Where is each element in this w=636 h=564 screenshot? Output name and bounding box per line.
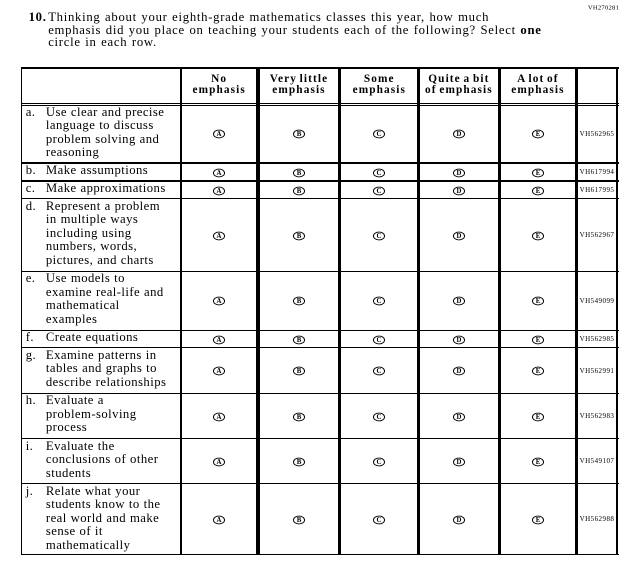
svg-text:B: B [297, 188, 302, 195]
svg-text:E: E [536, 233, 541, 240]
svg-text:B: B [297, 414, 302, 421]
svg-text:A: A [217, 414, 222, 421]
svg-text:A: A [217, 233, 222, 240]
svg-text:C: C [377, 337, 382, 344]
svg-text:C: C [377, 517, 382, 524]
svg-text:B: B [297, 368, 302, 375]
svg-text:B: B [297, 337, 302, 344]
svg-text:B: B [297, 517, 302, 524]
svg-text:D: D [456, 170, 461, 177]
svg-text:B: B [297, 170, 302, 177]
svg-text:B: B [297, 233, 302, 240]
svg-text:B: B [297, 459, 302, 466]
svg-text:A: A [217, 459, 222, 466]
svg-text:E: E [536, 170, 541, 177]
svg-text:A: A [217, 299, 222, 306]
svg-text:E: E [536, 131, 541, 138]
svg-text:E: E [536, 188, 541, 195]
svg-text:D: D [456, 188, 461, 195]
svg-text:D: D [456, 414, 461, 421]
svg-text:C: C [377, 299, 382, 306]
svg-text:A: A [217, 188, 222, 195]
svg-text:E: E [536, 337, 541, 344]
svg-text:E: E [536, 517, 541, 524]
svg-text:A: A [217, 170, 222, 177]
svg-text:C: C [377, 368, 382, 375]
svg-text:D: D [456, 459, 461, 466]
svg-text:E: E [536, 414, 541, 421]
svg-text:C: C [377, 170, 382, 177]
svg-text:A: A [217, 517, 222, 524]
svg-text:A: A [217, 131, 222, 138]
svg-text:D: D [456, 368, 461, 375]
svg-text:B: B [297, 299, 302, 306]
svg-text:C: C [377, 131, 382, 138]
svg-text:E: E [536, 299, 541, 306]
svg-text:D: D [456, 233, 461, 240]
svg-text:D: D [456, 299, 461, 306]
svg-text:D: D [456, 337, 461, 344]
svg-text:C: C [377, 233, 382, 240]
svg-text:C: C [377, 414, 382, 421]
svg-text:B: B [297, 131, 302, 138]
svg-text:C: C [377, 459, 382, 466]
svg-text:C: C [377, 188, 382, 195]
svg-text:E: E [536, 368, 541, 375]
svg-text:D: D [456, 131, 461, 138]
svg-text:A: A [217, 368, 222, 375]
svg-text:A: A [217, 337, 222, 344]
svg-text:E: E [536, 459, 541, 466]
svg-text:D: D [456, 517, 461, 524]
